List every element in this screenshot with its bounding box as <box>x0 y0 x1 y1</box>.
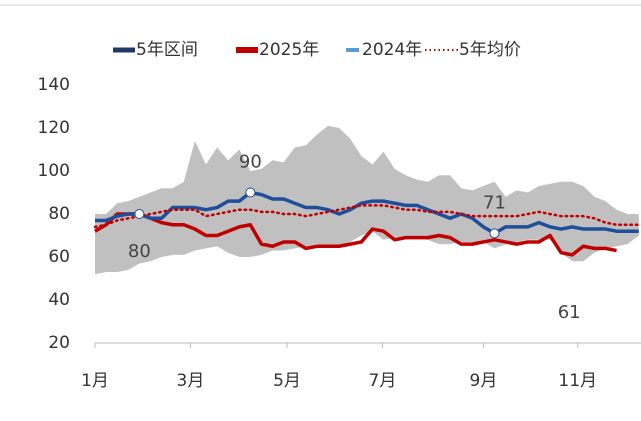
y-tick-label: 120 <box>38 118 70 138</box>
x-tick-label: 1月 <box>81 371 109 391</box>
y-tick-label: 100 <box>38 161 70 181</box>
legend-label: 2025年 <box>259 40 319 60</box>
legend-label: 2024年 <box>362 40 422 60</box>
point-marker <box>134 209 145 219</box>
range-band <box>95 125 639 275</box>
annotation: 80 <box>128 241 151 262</box>
x-tick-label: 3月 <box>177 371 205 391</box>
x-tick-label: 9月 <box>470 371 498 391</box>
line-2 <box>95 190 639 236</box>
line-3 <box>93 204 641 229</box>
y-tick-label: 140 <box>38 75 70 95</box>
y-tick-label: 40 <box>48 290 70 310</box>
x-tick-label: 5月 <box>273 371 301 391</box>
y-tick-label: 20 <box>48 333 70 353</box>
point-marker <box>489 228 500 239</box>
y-tick-label: 60 <box>48 247 70 267</box>
y-tick-label: 80 <box>48 204 70 224</box>
point-marker <box>245 187 256 198</box>
annotation: 90 <box>239 152 262 173</box>
x-tick-label: 7月 <box>369 371 397 391</box>
legend-label: 5年均价 <box>459 40 521 60</box>
annotation: 61 <box>558 302 581 323</box>
x-tick-label: 11月 <box>558 371 597 391</box>
line-1 <box>94 212 617 257</box>
annotation: 71 <box>483 192 506 213</box>
legend-label: 5年区间 <box>136 40 198 60</box>
